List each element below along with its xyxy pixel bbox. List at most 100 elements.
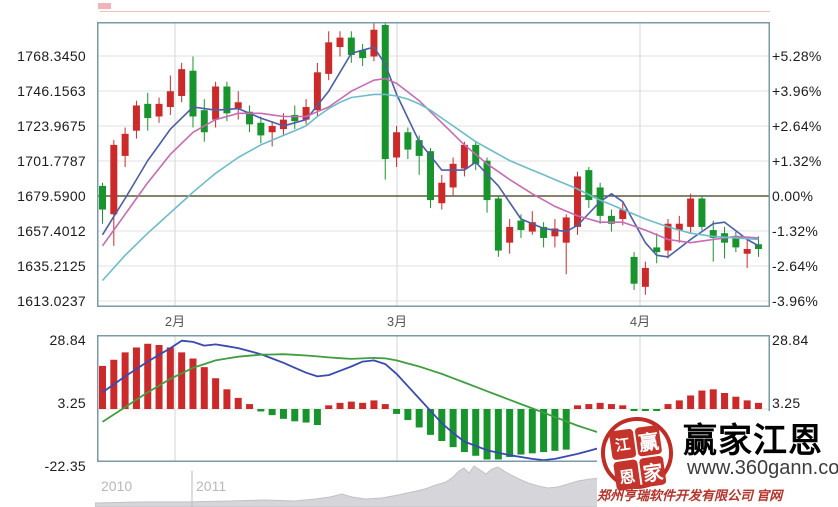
percent-axis-label: -1.32%	[772, 223, 819, 239]
logo-title: 赢家江恩	[683, 422, 823, 460]
candle-body	[291, 114, 299, 122]
month-axis-label: 3月	[386, 314, 408, 329]
candle-body	[121, 133, 129, 156]
histogram-bar	[494, 409, 502, 460]
histogram-bar	[449, 409, 457, 448]
candle-body	[325, 42, 333, 74]
histogram-bar	[302, 409, 310, 423]
candle-body	[619, 209, 627, 220]
candle-body	[166, 91, 174, 108]
candle-body	[132, 105, 140, 131]
candle-body	[562, 217, 570, 243]
histogram-bar	[325, 405, 333, 409]
panel-border	[97, 335, 770, 462]
histogram-bar	[155, 344, 163, 409]
nav-year-label: 2010	[101, 478, 133, 494]
histogram-bar	[664, 404, 672, 409]
ma-slow	[101, 93, 759, 282]
seal-character: 赢	[634, 424, 663, 457]
histogram-bar	[551, 409, 559, 451]
candle-body	[687, 198, 695, 227]
candle-body	[415, 140, 423, 156]
histogram-bar	[438, 409, 446, 442]
histogram-bar	[540, 409, 548, 453]
logo-subtitle: 郑州亨瑞软件开发有限公司 官网	[597, 488, 783, 503]
candle-body	[99, 185, 106, 210]
candle-body	[359, 50, 367, 59]
indicator-axis-label: -22.35	[44, 458, 86, 475]
histogram-bar	[268, 409, 276, 416]
histogram-bar	[743, 400, 751, 409]
price-axis-label: 1679.5900	[17, 188, 86, 204]
price-axis-label: 1657.4012	[17, 223, 86, 239]
logo-url[interactable]: www.360gann.com	[687, 457, 838, 479]
histogram-bar	[585, 404, 593, 409]
histogram-bar	[709, 389, 717, 409]
indicator-axis-label: 28.84	[49, 331, 86, 348]
candle-body	[698, 198, 706, 227]
candle-body	[347, 37, 355, 55]
candle-body	[234, 102, 242, 109]
stray-marker-line	[100, 11, 770, 12]
candle-body	[257, 122, 265, 136]
histogram-bar	[483, 409, 491, 460]
histogram-bar	[381, 404, 389, 409]
histogram-bar	[460, 409, 468, 453]
histogram-bar	[404, 409, 412, 421]
month-axis-label: 2月	[164, 314, 186, 329]
candle-body	[494, 198, 502, 251]
candle-body	[540, 226, 548, 238]
histogram-bar	[132, 347, 140, 409]
candle-body	[732, 236, 740, 248]
candle-body	[743, 248, 751, 254]
percent-axis-label: +2.64%	[772, 117, 822, 134]
histogram-bar	[189, 358, 197, 409]
histogram-bar	[234, 397, 242, 409]
percent-axis-label: +3.96%	[772, 82, 822, 99]
histogram-bar	[347, 401, 355, 409]
histogram-bar	[415, 409, 423, 428]
candle-body	[370, 29, 378, 57]
histogram-bar	[562, 409, 570, 450]
candle-body	[404, 132, 412, 150]
histogram-bar	[223, 389, 231, 409]
histogram-bar	[721, 392, 729, 409]
candle-body	[200, 110, 208, 133]
candle-body	[381, 24, 389, 160]
histogram-bar	[675, 400, 683, 409]
histogram-bar	[630, 409, 638, 413]
price-axis-label: 1635.2125	[17, 258, 86, 274]
percent-axis-label: -3.96%	[772, 293, 819, 309]
ma-mid	[101, 77, 759, 247]
histogram-bar	[732, 396, 740, 409]
price-axis-label: 1723.9675	[17, 117, 86, 134]
candle-body	[178, 69, 186, 96]
histogram-bar	[99, 365, 106, 409]
seal-stamp-icon: 江赢恩家	[596, 412, 678, 494]
stray-marker-dot	[98, 3, 111, 9]
candle-body	[506, 226, 514, 243]
candle-body	[517, 220, 525, 231]
histogram-bar	[687, 395, 695, 409]
histogram-bar	[121, 352, 129, 409]
candle-body	[155, 103, 163, 117]
candle-body	[607, 215, 615, 224]
price-panel-svg[interactable]	[97, 22, 770, 307]
panel-border	[97, 22, 770, 307]
month-axis-label: 4月	[629, 314, 651, 329]
histogram-bar	[517, 409, 525, 455]
histogram-bar	[279, 409, 287, 419]
candle-body	[460, 144, 468, 169]
candle-body	[110, 144, 118, 215]
candle-body	[438, 182, 446, 204]
histogram-bar	[144, 343, 152, 409]
price-axis-label: 1613.0237	[17, 293, 86, 309]
histogram-bar	[200, 367, 208, 409]
ma-fast	[101, 46, 759, 258]
percent-axis-label: +1.32%	[772, 152, 822, 169]
candle-body	[551, 228, 559, 237]
candle-body	[189, 70, 197, 117]
histogram-bar	[619, 405, 627, 409]
